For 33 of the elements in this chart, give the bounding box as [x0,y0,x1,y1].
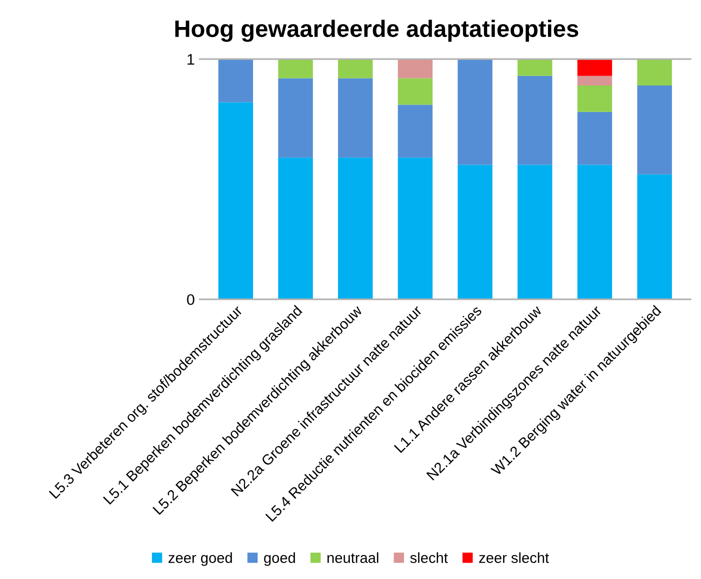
bar [458,164,492,300]
bar [577,112,612,165]
bar [637,174,672,300]
bar [218,59,254,102]
bar [338,158,373,300]
legend-label: slecht [410,552,448,563]
bar [518,164,552,300]
bar [637,59,672,86]
bar [278,158,313,300]
bar [637,85,672,174]
y-tick-label: 0 [187,294,194,306]
bar [398,78,433,105]
bar [398,158,433,300]
bar [577,76,612,86]
y-tick-label: 1 [188,54,194,65]
bar [338,59,373,78]
bar [518,76,552,165]
bar [458,59,492,165]
legend-label: goed [264,552,295,566]
bar [577,59,612,76]
bar [577,85,612,112]
legend-label: zeer slecht [479,552,549,563]
bar [278,78,313,158]
chart-title: Hoog gewaardeerde adaptatieopties [175,20,578,42]
bar [577,164,612,300]
bar [398,59,433,78]
bar [338,78,373,158]
bar [518,59,552,76]
legend-label: neutraal [327,552,378,563]
bar [218,102,254,300]
legend-label: zeer goed [168,552,232,566]
bar [278,59,313,78]
bar [398,104,433,158]
